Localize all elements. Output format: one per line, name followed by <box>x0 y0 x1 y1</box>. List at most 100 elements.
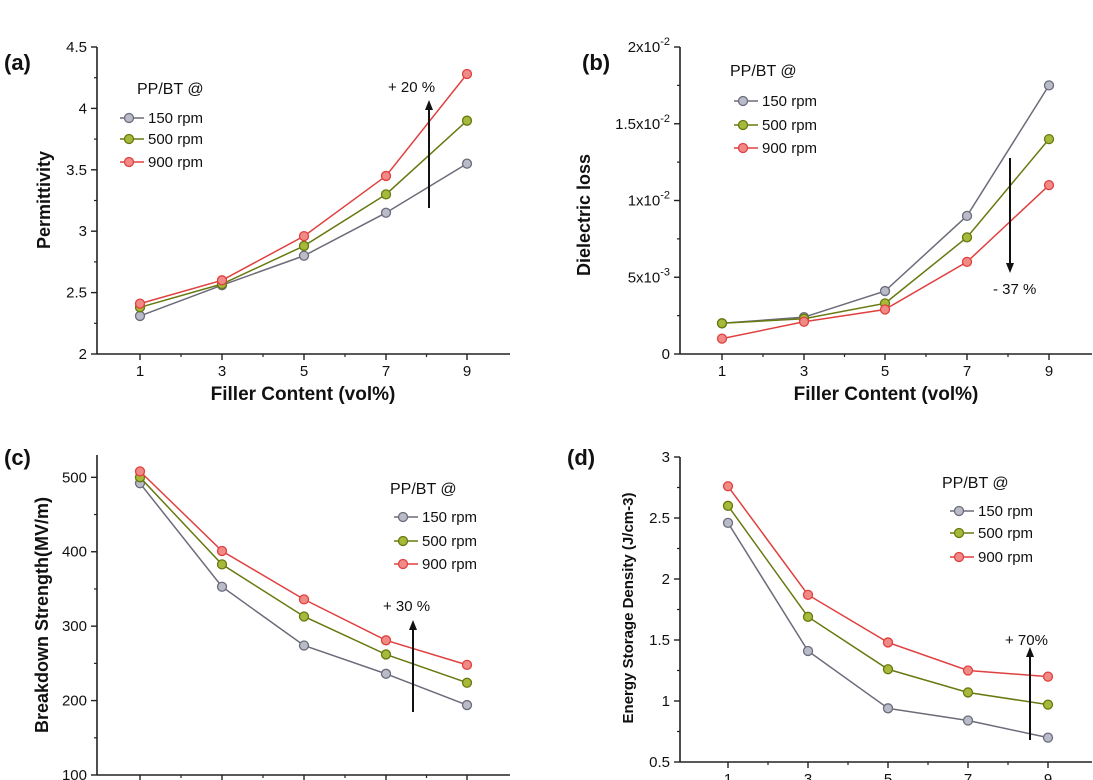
y-tick-exponent: -2 <box>660 113 670 125</box>
x-tick-label: 3 <box>804 771 812 780</box>
y-tick-label: 1x10-2 <box>628 190 670 210</box>
data-point <box>216 275 228 286</box>
y-tick-label: 5x10-3 <box>628 266 670 286</box>
data-point <box>722 517 734 529</box>
x-tick-label: 1 <box>718 363 726 380</box>
data-point <box>380 207 392 218</box>
data-point <box>882 703 894 714</box>
data-point <box>216 581 228 592</box>
x-tick-label: 7 <box>963 363 971 380</box>
legend-title: PP/BT @ <box>390 481 457 498</box>
trend-annotation: + 20 % <box>388 79 435 96</box>
legend-entry: 150 rpm <box>762 93 817 110</box>
series-line <box>139 470 468 666</box>
legend-swatch-marker <box>123 156 135 168</box>
y-axis-label: Dielectric loss <box>574 154 594 276</box>
data-point <box>380 668 392 679</box>
data-point <box>961 232 973 243</box>
y-tick-label: 500 <box>62 469 87 486</box>
data-point <box>134 310 146 322</box>
y-tick-base: 1x10 <box>628 193 661 210</box>
y-tick-base: 0 <box>662 346 670 363</box>
data-point <box>716 318 728 329</box>
y-tick-label: 0.5 <box>649 754 670 771</box>
x-tick-label: 5 <box>300 363 308 380</box>
legend-entry: 150 rpm <box>148 110 203 127</box>
x-tick-label: 7 <box>382 363 390 380</box>
legend-swatch-marker <box>737 142 749 154</box>
x-axis-label: Filler Content (vol%) <box>211 384 396 405</box>
panel-c: 100 200 300 400 500 Breakdown Strength(MV/m) (… <box>4 445 510 780</box>
legend-entry: 500 rpm <box>148 131 203 148</box>
y-tick-label: 2.5 <box>649 510 670 527</box>
data-point <box>461 677 473 688</box>
data-point <box>882 637 894 648</box>
legend-entry: 900 rpm <box>762 140 817 157</box>
data-point <box>882 664 894 675</box>
data-point <box>1043 80 1055 91</box>
panel-label: (a) <box>4 50 31 75</box>
x-axis-label: Filler Content (vol%) <box>794 384 979 405</box>
y-tick-label: 300 <box>62 618 87 635</box>
data-point <box>461 659 473 671</box>
series-line <box>139 120 468 309</box>
data-point <box>962 715 974 726</box>
y-tick-exponent: -3 <box>660 266 670 278</box>
data-point <box>1042 699 1054 710</box>
data-point <box>216 545 228 557</box>
data-point <box>298 611 310 622</box>
legend-swatch-marker <box>397 558 409 570</box>
legend-swatch-marker <box>397 535 409 547</box>
series-line <box>139 476 468 684</box>
data-point <box>961 256 973 268</box>
y-tick-label: 2x10-2 <box>628 36 670 56</box>
data-point <box>802 589 814 601</box>
y-tick-label: 400 <box>62 544 87 561</box>
x-tick-label: 5 <box>884 771 892 780</box>
legend-title: PP/BT @ <box>137 81 204 98</box>
y-tick-label: 3.5 <box>66 162 87 179</box>
data-point <box>962 687 974 698</box>
legend-swatch-marker <box>953 505 965 517</box>
y-tick-label: 1 <box>662 693 670 710</box>
legend-swatch-marker <box>397 511 409 523</box>
y-tick-label: 1.5 <box>649 632 670 649</box>
legend-swatch-marker <box>737 119 749 131</box>
x-tick-label: 9 <box>1044 771 1052 780</box>
panel-label: (c) <box>4 445 31 470</box>
data-point <box>802 645 814 657</box>
series-line <box>139 73 468 305</box>
data-point <box>1043 179 1055 191</box>
data-point <box>802 611 814 622</box>
legend-entry: 500 rpm <box>422 533 477 550</box>
trend-annotation: + 30 % <box>383 598 430 615</box>
legend-swatch-marker <box>953 527 965 539</box>
legend-entry: 500 rpm <box>762 117 817 134</box>
legend-swatch-marker <box>123 112 135 124</box>
x-tick-label: 7 <box>964 771 972 780</box>
y-tick-label: 200 <box>62 693 87 710</box>
y-axis-label: Energy Storage Density (J/cm-3) <box>620 493 637 724</box>
data-point <box>716 333 728 344</box>
data-point <box>722 500 734 511</box>
series-line <box>721 184 1050 340</box>
data-point <box>380 170 392 182</box>
data-point <box>798 316 810 327</box>
legend-entry: 150 rpm <box>978 503 1033 520</box>
data-point <box>1042 671 1054 682</box>
legend-entry: 900 rpm <box>978 549 1033 566</box>
trend-annotation: - 37 % <box>993 281 1036 298</box>
data-point <box>134 466 146 477</box>
data-point <box>1042 732 1054 743</box>
y-tick-label: 100 <box>62 767 87 780</box>
data-point <box>134 298 146 309</box>
y-tick-base: 1.5x10 <box>615 116 660 133</box>
x-tick-label: 1 <box>724 771 732 780</box>
y-tick-label: 4.5 <box>66 39 87 56</box>
panel-a: 2 2.5 3 3.5 4 4.5 1 3 5 7 9 Filler Content (vol%) Pe… <box>4 39 510 405</box>
y-axis-label: Permittivity <box>34 151 54 249</box>
legend-swatch-marker <box>123 133 135 145</box>
legend-entry: 150 rpm <box>422 509 477 526</box>
